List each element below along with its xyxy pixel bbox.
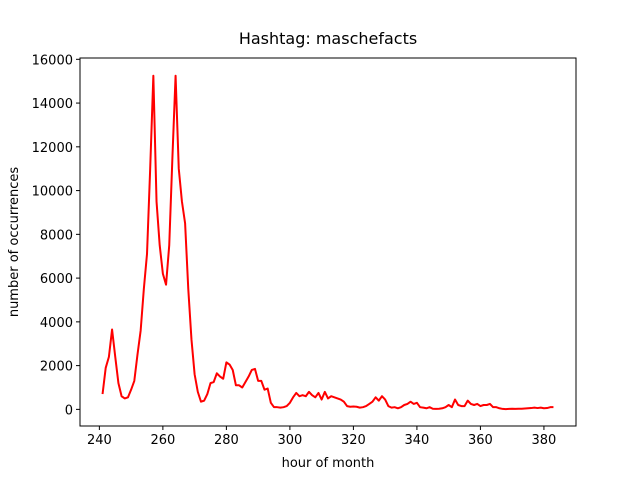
x-tick-label: 240 xyxy=(87,433,112,448)
y-tick-label: 16000 xyxy=(32,53,73,68)
y-tick-label: 6000 xyxy=(40,272,73,287)
y-tick-label: 12000 xyxy=(32,141,73,156)
plot-frame xyxy=(79,57,577,427)
x-tick-label: 320 xyxy=(341,433,366,448)
x-tick-label: 340 xyxy=(404,433,429,448)
data-line xyxy=(101,74,554,411)
x-axis-label: hour of month xyxy=(282,456,375,471)
x-tick-label: 300 xyxy=(277,433,302,448)
y-tick-label: 10000 xyxy=(32,185,73,200)
y-tick-label: 14000 xyxy=(32,97,73,112)
y-tick-label: 4000 xyxy=(40,316,73,331)
y-axis-label: number of occurrences xyxy=(7,167,22,318)
x-tick-label: 380 xyxy=(532,433,557,448)
y-tick-label: 0 xyxy=(65,403,73,418)
y-tick-label: 2000 xyxy=(40,360,73,375)
x-tick-label: 260 xyxy=(150,433,175,448)
x-tick-label: 280 xyxy=(214,433,239,448)
chart-title: Hashtag: maschefacts xyxy=(239,29,417,48)
y-tick-label: 8000 xyxy=(40,228,73,243)
x-tick-label: 360 xyxy=(468,433,493,448)
